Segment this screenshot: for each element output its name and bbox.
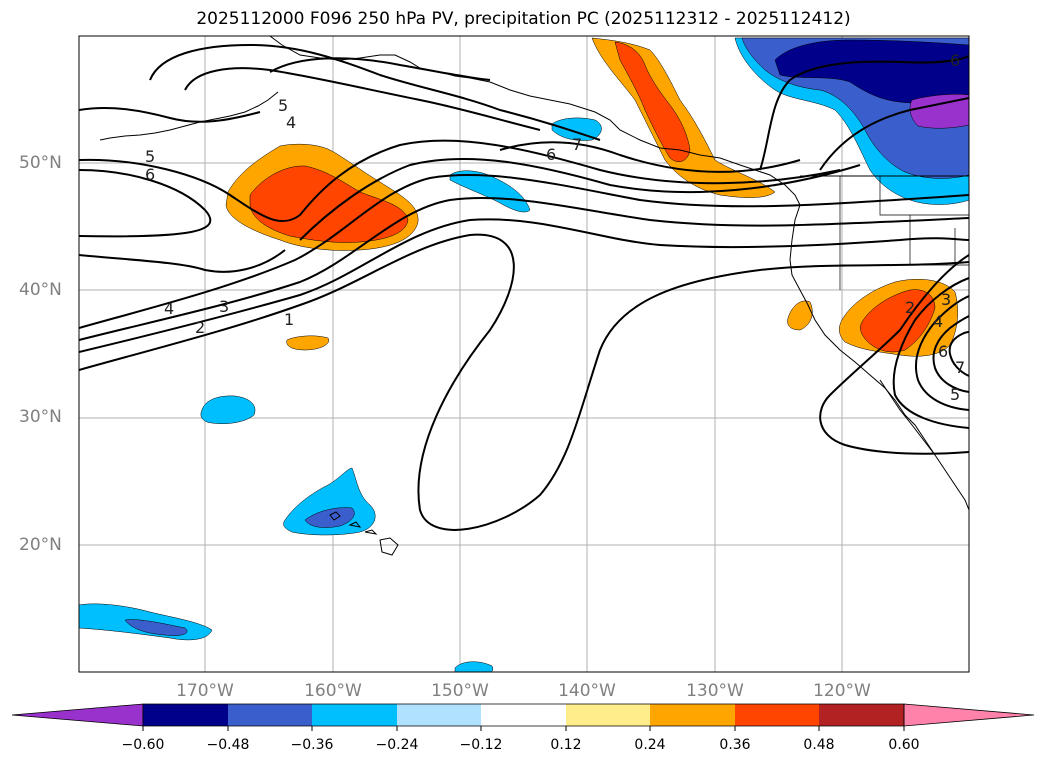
colorbar-tick-label: 0.12	[550, 737, 582, 753]
colorbar-tick-label: −0.48	[206, 737, 250, 753]
colorbar-tick-label: −0.60	[121, 737, 165, 753]
pv-contour-4	[79, 174, 969, 329]
pv-contours	[79, 43, 969, 531]
colorbar-tick-label: −0.24	[375, 737, 419, 753]
pv-contour-1	[79, 233, 969, 531]
lon-label-150w: 150°W	[431, 681, 489, 701]
pv-label: 2	[195, 318, 205, 337]
precip-strong-us-southwest	[860, 289, 936, 353]
precip-negative-hawaii-mid	[304, 507, 355, 528]
pv-contour-sw-5	[948, 331, 969, 377]
pv-label: 4	[286, 113, 296, 132]
colorbar-segment	[650, 704, 735, 726]
pv-contour-6	[79, 157, 861, 241]
pv-contour-7	[79, 141, 801, 273]
hawaii-islands	[329, 511, 399, 556]
precip-strong-central-pacific	[249, 165, 409, 243]
pv-label: 3	[941, 290, 951, 309]
lat-label-50n: 50°N	[19, 153, 62, 173]
lat-label-40n: 40°N	[19, 280, 62, 300]
pv-label: 6	[950, 51, 960, 70]
precip-negative-west-pacific-mid	[124, 619, 188, 636]
colorbar-tick-label: 0.36	[719, 737, 751, 753]
pv-label: 5	[145, 147, 155, 166]
map-background	[79, 36, 969, 672]
pv-contour-north-1	[149, 43, 601, 141]
colorbar	[11, 703, 1035, 731]
map-title: 2025112000 F096 250 hPa PV, precipitatio…	[196, 9, 851, 29]
lon-label-120w: 120°W	[813, 681, 871, 701]
colorbar-tick-label: −0.36	[290, 737, 334, 753]
lon-label-140w: 140°W	[558, 681, 616, 701]
precip-positive-ca-coast	[787, 300, 813, 331]
pv-label: 4	[933, 312, 943, 331]
pv-contour-sw-4	[932, 315, 969, 393]
pv-contour-3	[79, 197, 969, 341]
colorbar-segment	[312, 704, 397, 726]
pv-contour-north-2	[184, 67, 541, 131]
colorbar-segment	[819, 704, 904, 726]
pv-contour-northeast-2	[819, 97, 969, 171]
pv-contour-sw-2	[892, 277, 969, 429]
precip-negative-gulf-alaska	[551, 117, 602, 141]
precip-negative-canada-strongest	[909, 93, 969, 129]
colorbar-extend-left	[11, 703, 144, 727]
pv-contour-sw-1	[819, 254, 969, 455]
colorbar-segment	[566, 704, 650, 726]
pv-contour-5	[79, 139, 841, 223]
pv-contour-north-4	[79, 107, 261, 123]
pv-label: 6	[546, 145, 556, 164]
colorbar-segment	[143, 704, 228, 726]
colorbar-tick-label: −0.12	[459, 737, 503, 753]
map-frame	[78, 35, 970, 673]
precip-negative-subtropical	[200, 395, 256, 424]
colorbar-tick-label: 0.48	[803, 737, 835, 753]
pv-label: 5	[278, 96, 288, 115]
pv-label: 2	[905, 298, 915, 317]
colorbar-segment	[228, 704, 312, 726]
lon-label-160w: 160°W	[304, 681, 362, 701]
precip-positive-small	[286, 335, 330, 351]
pv-label: 6	[938, 342, 948, 361]
pv-label: 5	[950, 385, 960, 404]
pv-label: 7	[572, 135, 582, 154]
alaska-coast	[269, 36, 801, 206]
colorbar-extend-right	[903, 703, 1035, 727]
colorbar-tick-label: 0.24	[634, 737, 666, 753]
lon-label-130w: 130°W	[686, 681, 744, 701]
baja-coast	[879, 379, 936, 456]
colorbar-tick-label: 0.60	[888, 737, 920, 753]
pv-contour-2	[79, 218, 969, 353]
pv-contour-north-3	[269, 57, 491, 81]
colorbar-segment	[397, 704, 481, 726]
precip-shading	[79, 37, 969, 672]
colorbar-segment	[481, 704, 566, 726]
pv-contour-northeast	[759, 55, 969, 171]
pv-label: 3	[219, 297, 229, 316]
pv-label: 6	[145, 165, 155, 184]
pv-contour-labels: 5 4 5 6 6 7 4 3 2 1 2 3 4 6 7 5 6	[145, 51, 965, 404]
lon-label-170w: 170°W	[176, 681, 234, 701]
pv-label: 1	[284, 310, 294, 329]
precip-strong-bc-coast	[614, 41, 691, 162]
lat-label-20n: 20°N	[19, 535, 62, 555]
pv-label: 7	[955, 358, 965, 377]
colorbar-segment	[735, 704, 819, 726]
precip-negative-northeast-pacific	[449, 170, 531, 213]
pv-label: 4	[164, 299, 174, 318]
pv-contour-sw-3	[914, 295, 969, 411]
aleutian-islands	[99, 91, 279, 141]
lat-label-30n: 30°N	[19, 407, 62, 427]
